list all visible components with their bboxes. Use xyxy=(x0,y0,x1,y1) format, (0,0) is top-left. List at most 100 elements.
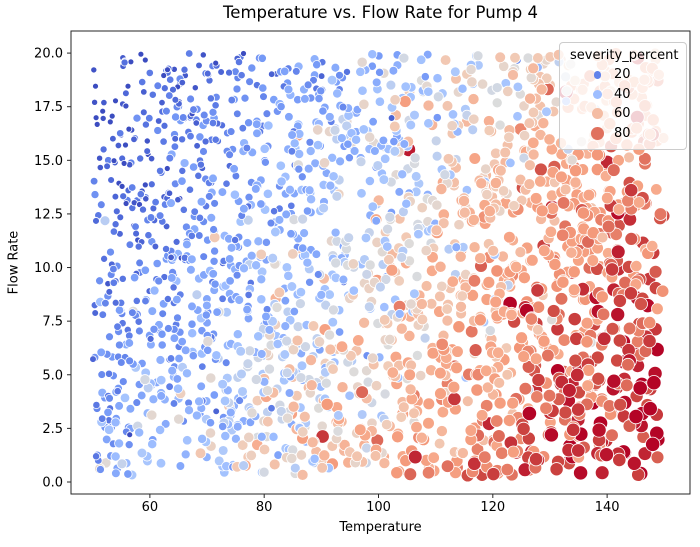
data-point xyxy=(363,301,375,313)
data-point xyxy=(186,254,197,265)
data-point xyxy=(489,295,503,309)
data-point xyxy=(261,237,271,247)
data-point xyxy=(531,372,546,388)
data-point xyxy=(432,91,444,103)
data-point xyxy=(185,185,195,194)
data-point xyxy=(141,181,149,189)
data-point xyxy=(642,333,657,349)
data-point xyxy=(501,368,514,381)
data-point xyxy=(451,242,462,253)
data-point xyxy=(122,102,130,110)
data-point xyxy=(360,232,372,244)
data-point xyxy=(594,465,610,481)
data-point xyxy=(338,274,349,285)
data-point xyxy=(369,450,382,462)
data-point xyxy=(409,109,420,121)
data-point xyxy=(96,154,104,162)
data-point xyxy=(213,455,225,467)
data-point xyxy=(454,250,467,263)
data-point xyxy=(630,259,643,273)
data-point xyxy=(480,364,493,377)
data-point xyxy=(167,253,175,262)
data-point xyxy=(164,66,171,74)
data-point xyxy=(109,227,119,236)
data-point xyxy=(204,427,217,439)
data-point xyxy=(148,90,157,99)
data-point xyxy=(163,324,173,333)
data-point xyxy=(160,121,169,130)
data-point xyxy=(567,283,581,297)
data-point xyxy=(95,276,105,286)
data-point xyxy=(316,86,326,96)
data-point xyxy=(306,194,317,205)
data-point xyxy=(554,292,569,306)
data-point xyxy=(300,341,311,353)
x-tick-label: 80 xyxy=(256,500,273,515)
data-point xyxy=(151,197,160,207)
data-point xyxy=(177,176,187,186)
data-point xyxy=(399,139,410,149)
data-point xyxy=(234,295,245,305)
data-point xyxy=(415,298,428,310)
data-point xyxy=(567,265,581,279)
chart-title: Temperature vs. Flow Rate for Pump 4 xyxy=(223,3,538,22)
y-tick-label: 15.0 xyxy=(34,154,63,169)
data-point xyxy=(203,345,213,355)
data-point xyxy=(166,75,175,84)
data-point xyxy=(287,130,297,140)
data-point xyxy=(205,418,216,428)
data-point xyxy=(489,176,502,190)
data-point xyxy=(147,180,156,189)
data-point xyxy=(568,353,583,368)
data-point xyxy=(415,369,427,382)
data-point xyxy=(305,379,318,392)
data-point xyxy=(232,329,243,340)
data-point xyxy=(517,350,531,363)
data-point xyxy=(403,467,418,482)
data-point xyxy=(374,96,386,107)
y-tick-label: 7.5 xyxy=(42,315,63,330)
data-point xyxy=(535,83,548,96)
data-point xyxy=(184,405,194,416)
data-point xyxy=(122,141,129,149)
data-point xyxy=(304,185,315,196)
data-point xyxy=(380,273,392,285)
data-point xyxy=(464,324,479,339)
data-point xyxy=(468,241,481,254)
data-point xyxy=(152,258,162,269)
data-point xyxy=(523,117,536,129)
data-point xyxy=(493,396,507,410)
data-point xyxy=(483,205,496,218)
data-point xyxy=(422,99,435,112)
data-point xyxy=(171,95,180,104)
data-point xyxy=(232,270,242,280)
data-point xyxy=(386,366,399,379)
data-point xyxy=(569,164,583,178)
data-point xyxy=(93,121,101,128)
data-point xyxy=(205,372,217,384)
data-point xyxy=(556,275,570,289)
data-point xyxy=(99,107,107,115)
data-point xyxy=(178,113,188,122)
data-point xyxy=(209,390,219,400)
data-point xyxy=(136,201,143,208)
data-point xyxy=(109,134,117,143)
data-point xyxy=(368,117,378,127)
data-point xyxy=(267,404,276,413)
data-point xyxy=(382,241,393,252)
data-point xyxy=(605,321,620,336)
x-axis-label: Temperature xyxy=(339,520,422,535)
data-point xyxy=(440,459,455,473)
data-point xyxy=(225,276,235,286)
data-point xyxy=(195,132,205,142)
data-point xyxy=(403,329,416,342)
data-point xyxy=(532,324,544,336)
data-point xyxy=(119,392,131,404)
data-point xyxy=(405,119,417,131)
data-point xyxy=(415,431,428,444)
data-point xyxy=(623,151,635,164)
data-point xyxy=(272,338,283,350)
data-point xyxy=(143,137,151,145)
data-point xyxy=(345,350,357,362)
data-point xyxy=(113,322,122,331)
